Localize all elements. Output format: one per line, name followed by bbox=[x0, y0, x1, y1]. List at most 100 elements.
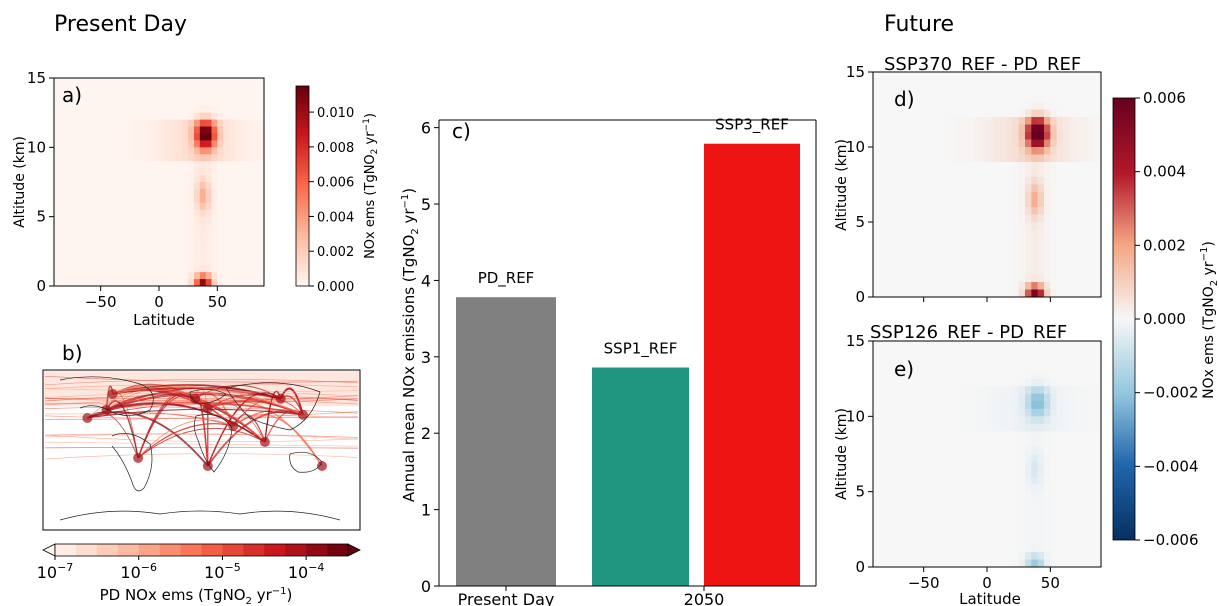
heatmap-cell bbox=[71, 182, 78, 190]
heatmap-cell bbox=[873, 282, 880, 290]
heatmap-cell bbox=[898, 109, 906, 118]
heatmap-cell bbox=[917, 169, 925, 178]
heatmap-cell bbox=[879, 274, 887, 283]
heatmap-cell bbox=[949, 109, 956, 118]
heatmap-cell bbox=[1025, 244, 1032, 253]
heatmap-cell bbox=[1069, 408, 1077, 417]
heatmap-cell bbox=[1082, 154, 1089, 163]
heatmap-cell bbox=[94, 98, 102, 107]
heatmap-cell bbox=[879, 117, 887, 125]
heatmap-cell bbox=[164, 182, 172, 190]
heatmap-cell bbox=[955, 162, 963, 170]
heatmap-cell bbox=[873, 244, 880, 253]
heatmap-cell bbox=[1075, 378, 1083, 387]
heatmap-cell bbox=[1050, 386, 1058, 395]
heatmap-cell bbox=[1056, 169, 1064, 178]
heatmap-cell bbox=[164, 244, 172, 252]
heatmap-cell bbox=[993, 438, 1001, 447]
heatmap-cell bbox=[59, 195, 67, 204]
heatmap-cell bbox=[873, 341, 880, 349]
heatmap-cell bbox=[968, 521, 975, 530]
heatmap-cell bbox=[252, 216, 259, 224]
heatmap-cell bbox=[974, 259, 982, 268]
heatmap-cell bbox=[999, 162, 1007, 170]
heatmap-cell bbox=[911, 199, 918, 208]
heatmap-cell bbox=[1069, 162, 1077, 170]
heatmap-cell bbox=[135, 119, 142, 127]
heatmap-cell bbox=[1082, 378, 1089, 387]
heatmap-cell bbox=[949, 192, 956, 200]
heatmap-cell bbox=[1031, 401, 1039, 410]
heatmap-cell bbox=[936, 79, 944, 88]
heatmap-cell bbox=[968, 162, 975, 170]
heatmap-cell bbox=[1031, 454, 1039, 462]
heatmap-cell bbox=[942, 499, 950, 508]
panel-d-ylabel: Altitude (km) bbox=[834, 139, 850, 231]
heatmap-cell bbox=[1050, 132, 1058, 140]
heatmap-cell bbox=[873, 454, 880, 462]
heatmap-cell bbox=[1050, 267, 1058, 275]
heatmap-cell bbox=[993, 378, 1001, 387]
heatmap-cell bbox=[71, 272, 78, 280]
heatmap-cell bbox=[205, 244, 212, 252]
heatmap-cell bbox=[930, 438, 937, 447]
heatmap-cell bbox=[159, 265, 166, 273]
heatmap-cell bbox=[1075, 267, 1083, 275]
panel-e-ytick-label: 5 bbox=[855, 483, 865, 501]
heatmap-cell bbox=[112, 237, 119, 245]
heatmap-cell bbox=[1044, 559, 1051, 568]
heatmap-cell bbox=[54, 223, 61, 231]
heatmap-cell bbox=[879, 252, 887, 260]
heatmap-cell bbox=[980, 222, 988, 230]
heatmap-cell bbox=[71, 223, 78, 231]
heatmap-cell bbox=[1037, 274, 1045, 283]
heatmap-cell bbox=[94, 237, 102, 245]
heatmap-cell bbox=[1063, 423, 1070, 432]
heatmap-cell bbox=[1082, 544, 1089, 553]
heatmap-cell bbox=[170, 237, 177, 245]
heatmap-cell bbox=[258, 188, 265, 197]
heatmap-cell bbox=[949, 79, 956, 88]
heatmap-cell bbox=[898, 132, 906, 140]
heatmap-cell bbox=[949, 72, 956, 80]
heatmap-cell bbox=[141, 84, 148, 93]
heatmap-cell bbox=[1031, 491, 1039, 500]
heatmap-cell bbox=[234, 251, 242, 259]
heatmap-cell bbox=[923, 192, 931, 200]
heatmap-cell bbox=[999, 222, 1007, 230]
heatmap-cell bbox=[1094, 147, 1102, 155]
heatmap-cell bbox=[89, 119, 96, 127]
heatmap-cell bbox=[1094, 162, 1102, 170]
heatmap-cell bbox=[124, 265, 131, 273]
heatmap-cell bbox=[961, 102, 969, 110]
heatmap-cell bbox=[961, 79, 969, 88]
heatmap-cell bbox=[930, 199, 937, 208]
heatmap-cell bbox=[1025, 154, 1032, 163]
heatmap-cell bbox=[968, 559, 975, 568]
heatmap-cell bbox=[999, 124, 1007, 133]
heatmap-cell bbox=[100, 161, 107, 169]
heatmap-cell bbox=[141, 105, 148, 114]
heatmap-cell bbox=[89, 230, 96, 238]
heatmap-cell bbox=[980, 469, 988, 477]
heatmap-cell bbox=[911, 79, 918, 88]
heatmap-cell bbox=[1044, 506, 1051, 515]
flight-route bbox=[87, 411, 139, 459]
heatmap-cell bbox=[112, 216, 119, 224]
heatmap-cell bbox=[153, 78, 160, 86]
heatmap-cell bbox=[153, 279, 160, 287]
heatmap-cell bbox=[176, 133, 183, 141]
heatmap-cell bbox=[159, 202, 166, 211]
heatmap-cell bbox=[936, 139, 944, 148]
heatmap-cell bbox=[1018, 431, 1026, 440]
heatmap-cell bbox=[1063, 244, 1070, 253]
heatmap-cell bbox=[141, 188, 148, 197]
heatmap-cell bbox=[1094, 274, 1102, 283]
heatmap-cell bbox=[892, 491, 899, 500]
heatmap-cell bbox=[1056, 177, 1064, 185]
heatmap-cell bbox=[234, 168, 242, 176]
heatmap-cell bbox=[205, 154, 212, 162]
heatmap-cell bbox=[188, 230, 195, 238]
heatmap-cell bbox=[968, 529, 975, 538]
heatmap-cell bbox=[229, 216, 236, 224]
